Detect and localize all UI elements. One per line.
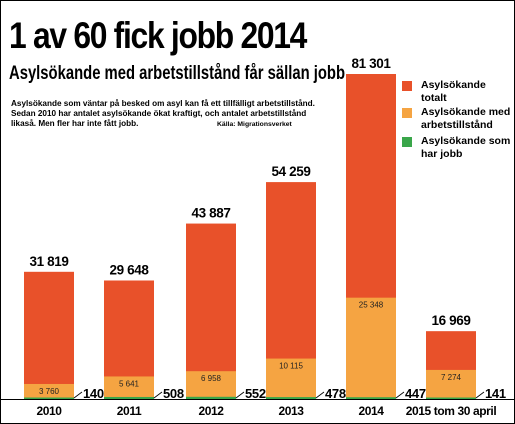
category-label-4: 2014: [358, 404, 384, 418]
subtitle: Asylsökande med arbetstillstånd får säll…: [9, 63, 346, 84]
bar-permit-4: [346, 297, 396, 399]
category-label-1: 2011: [117, 404, 142, 418]
bar-total-2: [186, 223, 236, 399]
leader-line-5: [475, 391, 485, 399]
leader-line-4: [395, 391, 405, 399]
label-job-3: 478: [325, 386, 346, 401]
label-job-1: 508: [163, 386, 184, 401]
legend-label-permit: Asylsökande med arbetstillstånd: [421, 106, 511, 131]
label-permit-3: 10 115: [279, 362, 303, 371]
label-permit-1: 5 641: [119, 379, 140, 388]
label-job-0: 140: [83, 386, 104, 401]
bar-job-4: [346, 397, 396, 399]
bar-job-1: [104, 396, 154, 399]
legend-label-total: Asylsökande totalt: [421, 79, 486, 104]
category-label-3: 2013: [278, 404, 304, 418]
bar-permit-1: [104, 376, 154, 399]
label-total-1: 29 648: [110, 262, 150, 277]
intro-text: Asylsökande som väntar på besked om asyl…: [11, 99, 315, 129]
legend-swatch-job: [402, 137, 412, 147]
label-total-5: 16 969: [432, 313, 471, 328]
label-total-0: 31 819: [30, 254, 69, 269]
leader-line-1: [153, 391, 163, 399]
leader-line-0: [73, 391, 83, 399]
bar-permit-5: [426, 369, 476, 399]
label-job-2: 552: [245, 386, 266, 401]
label-permit-0: 3 760: [39, 387, 60, 396]
leader-line-3: [315, 391, 325, 399]
label-job-5: 141: [485, 386, 506, 401]
label-permit-2: 6 958: [201, 374, 222, 383]
bar-job-5: [426, 397, 476, 399]
bar-total-0: [24, 271, 74, 399]
label-permit-4: 25 348: [359, 301, 384, 310]
category-label-2: 2012: [198, 404, 224, 418]
legend-label-job: Asylsökande som har jobb: [421, 135, 511, 160]
bar-job-0: [24, 397, 74, 399]
page-title: 1 av 60 fick jobb 2014: [9, 15, 307, 56]
category-label-0: 2010: [36, 404, 62, 418]
leader-line-2: [235, 391, 245, 399]
bar-job-2: [186, 396, 236, 399]
source-note: Källa: Migrationsverket: [217, 121, 292, 128]
label-total-2: 43 887: [192, 206, 231, 221]
legend-swatch-permit: [402, 108, 412, 118]
label-total-3: 54 259: [272, 164, 311, 179]
label-permit-5: 7 274: [441, 373, 462, 382]
legend-swatch-total: [402, 81, 412, 91]
bar-permit-2: [186, 371, 236, 399]
bar-permit-3: [266, 358, 316, 399]
bar-job-3: [266, 397, 316, 399]
category-label-5: 2015 tom 30 april: [406, 404, 497, 418]
label-job-4: 447: [405, 386, 426, 401]
bar-permit-0: [24, 383, 74, 399]
label-total-4: 81 301: [352, 56, 392, 71]
